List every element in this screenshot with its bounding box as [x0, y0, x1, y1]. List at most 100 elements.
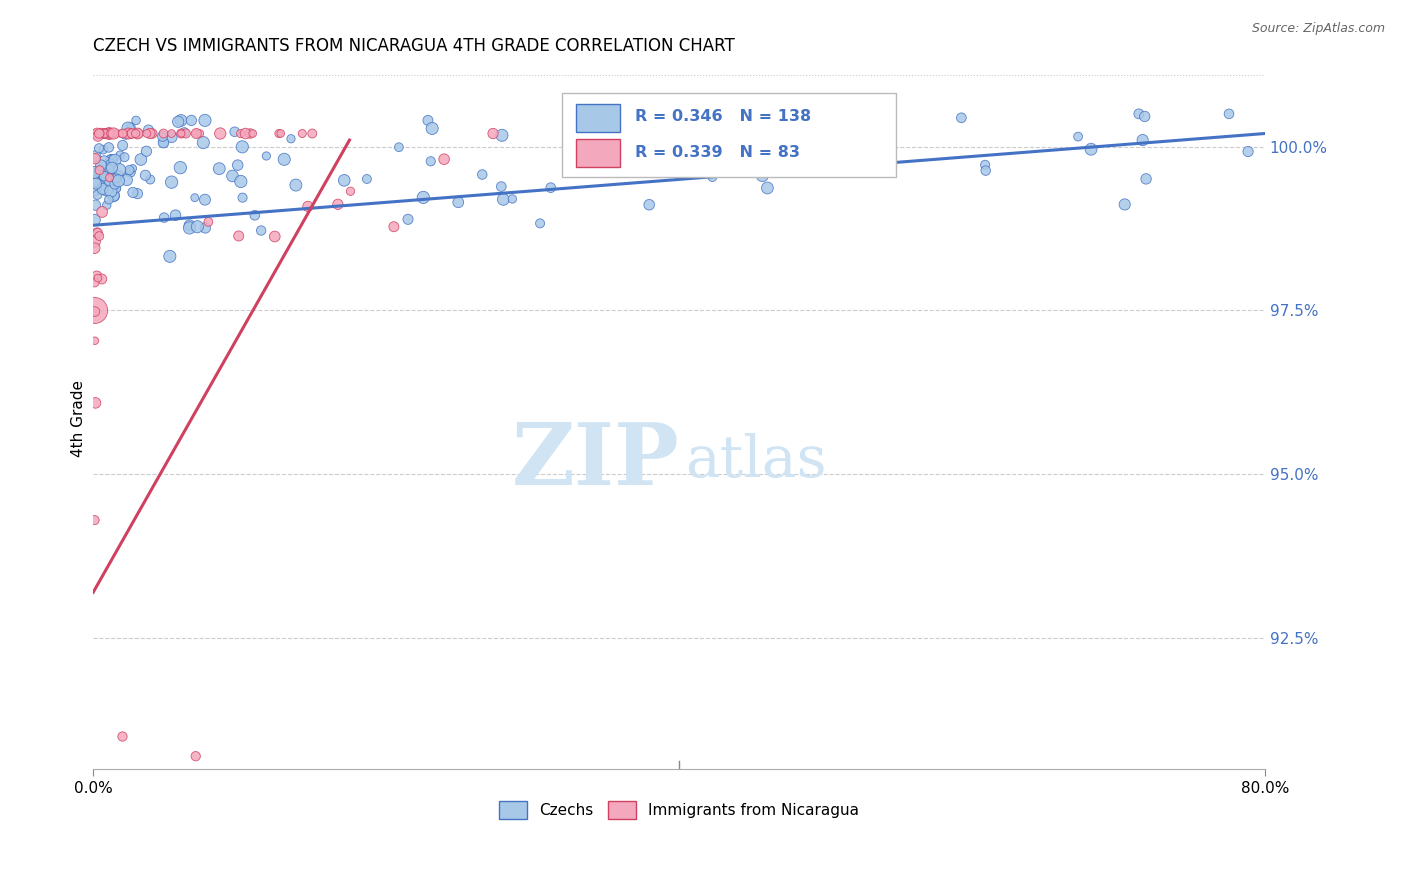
- Point: [160, 175, 183, 189]
- Point: [582, 127, 605, 141]
- Point: [107, 169, 129, 183]
- Point: [89, 168, 111, 182]
- Point: [193, 136, 215, 150]
- Point: [83, 513, 105, 527]
- Point: [581, 127, 603, 141]
- Point: [83, 276, 105, 290]
- Text: R = 0.339   N = 83: R = 0.339 N = 83: [634, 145, 800, 161]
- Point: [111, 127, 134, 141]
- Point: [98, 174, 121, 188]
- Point: [96, 169, 118, 184]
- Point: [194, 193, 217, 207]
- Point: [153, 211, 176, 225]
- Point: [301, 127, 323, 141]
- Point: [152, 136, 174, 150]
- Point: [1218, 107, 1240, 121]
- Point: [111, 730, 134, 744]
- Point: [86, 127, 108, 141]
- Point: [90, 127, 112, 141]
- Point: [184, 749, 207, 764]
- Point: [482, 127, 505, 141]
- Point: [91, 127, 114, 141]
- Point: [141, 127, 163, 141]
- Point: [1128, 107, 1150, 121]
- Point: [1067, 129, 1090, 144]
- Point: [416, 113, 439, 128]
- Point: [89, 163, 111, 178]
- Point: [832, 154, 855, 169]
- Point: [101, 161, 124, 175]
- Point: [94, 163, 117, 178]
- Point: [86, 226, 108, 240]
- Point: [184, 191, 207, 205]
- Point: [596, 154, 619, 169]
- Text: CZECH VS IMMIGRANTS FROM NICARAGUA 4TH GRADE CORRELATION CHART: CZECH VS IMMIGRANTS FROM NICARAGUA 4TH G…: [93, 37, 735, 55]
- Point: [124, 127, 146, 141]
- Point: [127, 127, 149, 141]
- Point: [108, 162, 131, 177]
- Point: [165, 208, 187, 222]
- Point: [91, 143, 114, 157]
- Point: [179, 220, 201, 235]
- Point: [229, 127, 252, 141]
- Point: [125, 113, 148, 128]
- Point: [91, 178, 114, 193]
- Point: [751, 169, 773, 183]
- FancyBboxPatch shape: [576, 139, 620, 167]
- Point: [103, 127, 125, 141]
- Point: [122, 126, 145, 140]
- Point: [134, 169, 156, 183]
- Point: [141, 127, 163, 141]
- Point: [231, 140, 253, 154]
- Point: [103, 188, 125, 202]
- Point: [117, 121, 139, 136]
- Point: [396, 212, 419, 227]
- Point: [221, 169, 243, 183]
- Point: [84, 396, 107, 410]
- Point: [491, 179, 513, 194]
- Point: [96, 127, 118, 141]
- Point: [83, 165, 105, 179]
- Point: [702, 169, 724, 184]
- Text: atlas: atlas: [685, 433, 827, 489]
- Point: [121, 161, 143, 176]
- Point: [93, 169, 115, 183]
- Point: [84, 334, 107, 348]
- Point: [235, 127, 257, 141]
- Point: [179, 219, 201, 233]
- Point: [160, 127, 183, 141]
- Point: [127, 127, 149, 141]
- Point: [186, 219, 208, 234]
- Point: [734, 142, 756, 156]
- Point: [339, 184, 361, 198]
- Point: [852, 118, 875, 132]
- Point: [638, 198, 661, 212]
- Point: [529, 216, 551, 230]
- Point: [84, 185, 107, 199]
- Point: [152, 136, 174, 150]
- Point: [97, 193, 120, 207]
- Point: [118, 163, 141, 178]
- Point: [101, 153, 124, 167]
- Legend: Czechs, Immigrants from Nicaragua: Czechs, Immigrants from Nicaragua: [494, 795, 865, 825]
- Point: [139, 127, 162, 141]
- Point: [333, 173, 356, 187]
- Point: [98, 170, 121, 185]
- Point: [84, 149, 107, 163]
- Point: [100, 157, 122, 171]
- Point: [100, 153, 122, 167]
- Point: [111, 127, 134, 141]
- Point: [117, 127, 139, 141]
- Point: [86, 269, 108, 284]
- Point: [284, 178, 307, 192]
- Point: [105, 171, 128, 186]
- Point: [1114, 197, 1136, 211]
- Point: [194, 220, 217, 235]
- Point: [121, 127, 143, 141]
- Point: [270, 127, 292, 141]
- Point: [297, 199, 319, 213]
- Point: [170, 113, 193, 128]
- Point: [756, 181, 779, 195]
- Point: [254, 149, 277, 163]
- Point: [208, 161, 231, 176]
